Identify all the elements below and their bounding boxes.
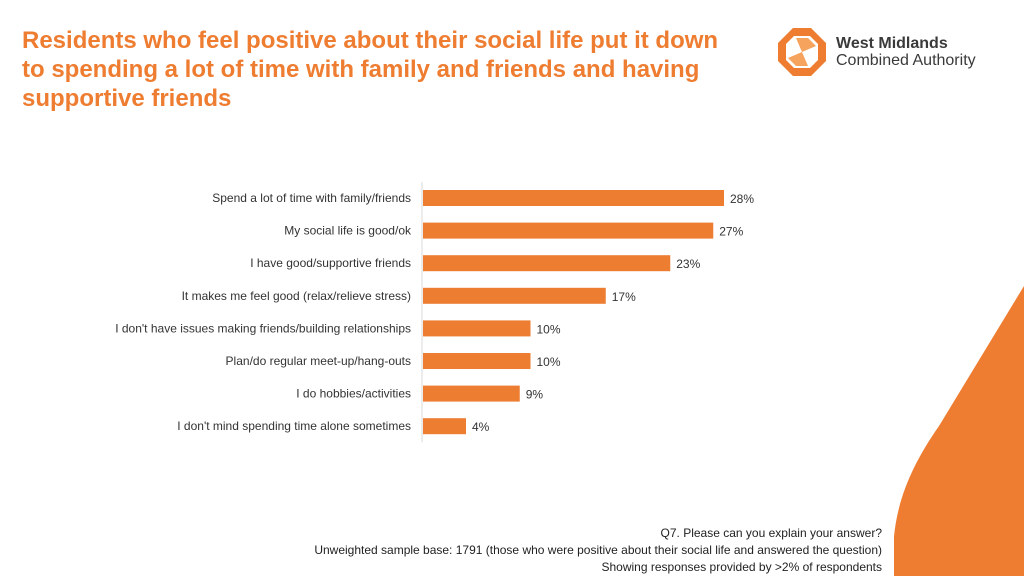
- category-label: I do hobbies/activities: [296, 387, 411, 401]
- bar: [423, 418, 466, 435]
- bar: [423, 385, 520, 402]
- logo-wordmark: West Midlands Combined Authority: [836, 35, 976, 69]
- footnote-question: Q7. Please can you explain your answer?: [660, 526, 882, 540]
- footnote: Q7. Please can you explain your answer? …: [314, 525, 882, 576]
- page-title: Residents who feel positive about their …: [22, 27, 719, 112]
- data-label: 10%: [537, 322, 561, 336]
- bar: [423, 222, 714, 239]
- data-label: 27%: [719, 225, 743, 239]
- footnote-base: Unweighted sample base: 1791 (those who …: [314, 543, 882, 557]
- data-label: 28%: [730, 192, 754, 206]
- category-label: I have good/supportive friends: [250, 256, 411, 270]
- wmca-logo: West Midlands Combined Authority: [776, 26, 1006, 78]
- data-label: 10%: [537, 355, 561, 369]
- bar: [423, 190, 724, 206]
- logo-line-2: Combined Authority: [836, 52, 976, 69]
- category-label: I don't have issues making friends/build…: [115, 321, 411, 335]
- footnote-note: Showing responses provided by >2% of res…: [601, 560, 882, 574]
- logo-line-1: West Midlands: [836, 35, 948, 52]
- data-label: 17%: [612, 290, 636, 304]
- bar: [423, 255, 671, 272]
- data-label: 4%: [472, 420, 490, 434]
- bar: [423, 287, 606, 304]
- data-label: 9%: [526, 388, 544, 402]
- corner-decoration: [894, 286, 1024, 576]
- octagon-logo-icon: [778, 28, 826, 76]
- category-label: My social life is good/ok: [284, 224, 412, 238]
- horizontal-bar-chart: Spend a lot of time with family/friends 2…: [115, 182, 754, 443]
- category-label: I don't mind spending time alone sometim…: [177, 419, 411, 433]
- bar: [423, 353, 531, 369]
- category-label: Plan/do regular meet-up/hang-outs: [226, 354, 411, 368]
- bar: [423, 320, 531, 337]
- data-label: 23%: [676, 257, 700, 271]
- category-label: It makes me feel good (relax/relieve str…: [182, 289, 411, 303]
- category-label: Spend a lot of time with family/friends: [212, 191, 411, 205]
